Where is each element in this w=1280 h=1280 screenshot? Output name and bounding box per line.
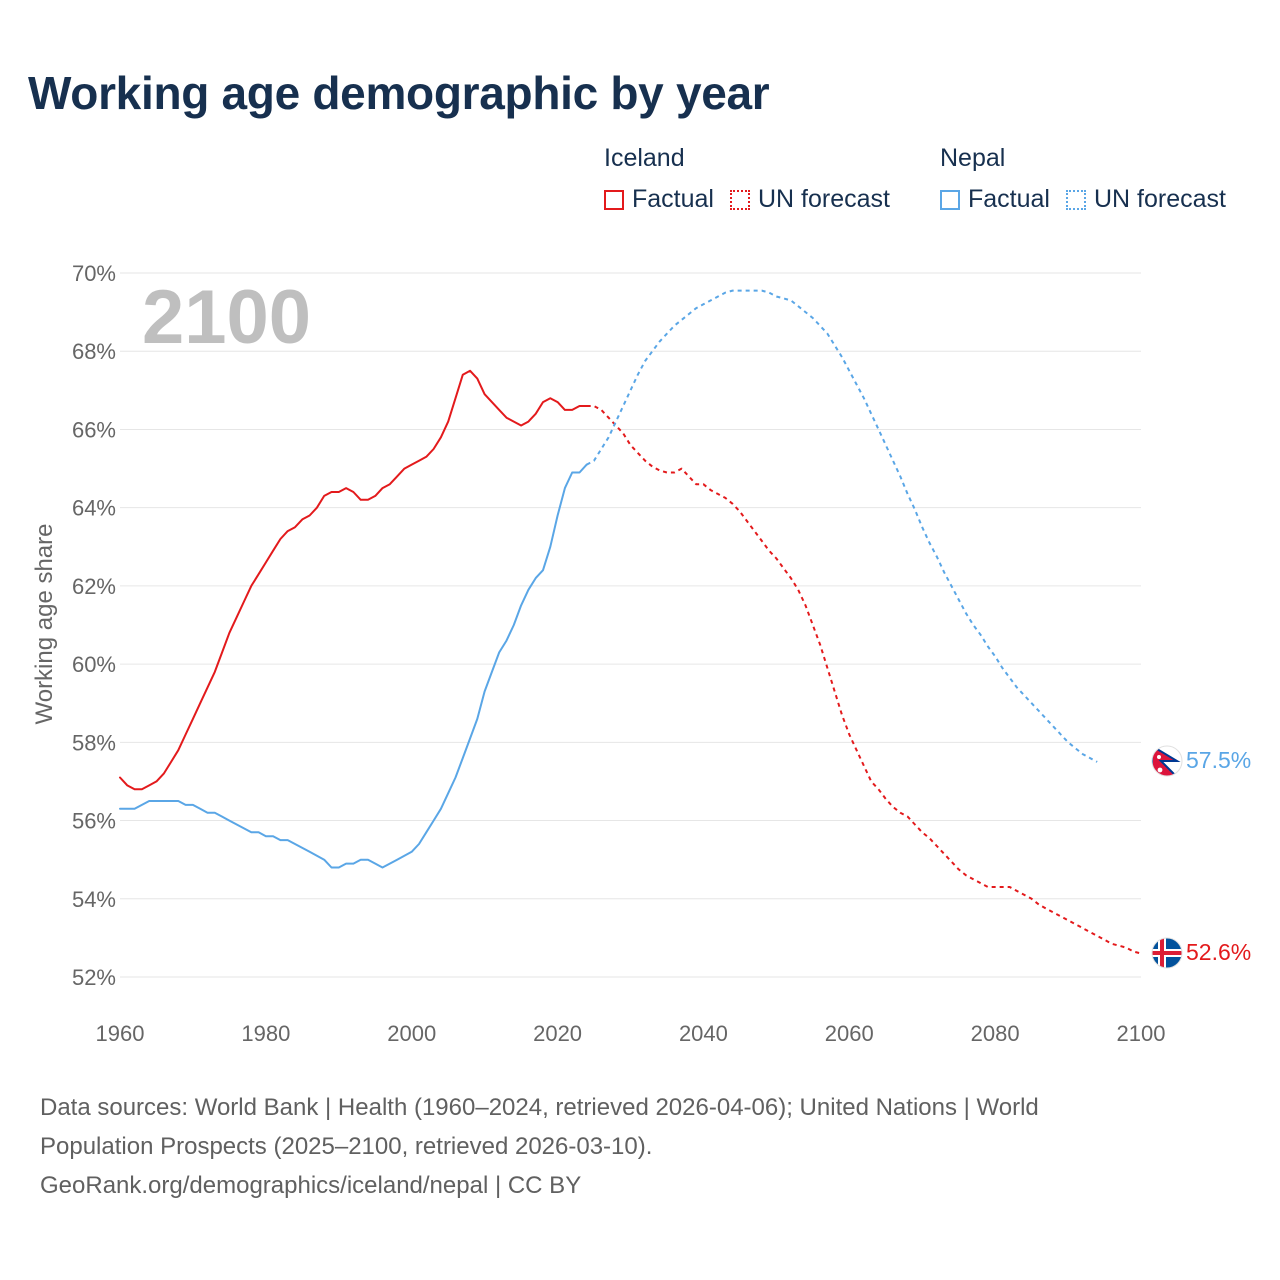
legend-swatch-solid (940, 189, 960, 210)
y-tick-label: 64% (72, 496, 116, 521)
y-tick-label: 58% (72, 730, 116, 755)
line-chart: 2100 52% 54% 56% 58% 60% 62% 64% 66% 68% 70% 1960… (31, 261, 1251, 1046)
y-axis-label: Working age share (31, 524, 58, 725)
iceland-flag-icon (1151, 937, 1183, 969)
source-line-2: Population Prospects (2025–2100, retriev… (40, 1133, 653, 1160)
legend-item-nepal-forecast[interactable]: UN forecast (1065, 185, 1226, 214)
source-line-1: Data sources: World Bank | Health (1960–… (40, 1094, 1039, 1121)
nepal-flag-icon (1151, 745, 1183, 777)
x-tick-label: 1960 (96, 1021, 145, 1046)
legend-label: UN forecast (1093, 185, 1226, 213)
footer: Data sources: World Bank | Health (1960–… (40, 1088, 1180, 1205)
y-tick-label: 62% (72, 574, 116, 599)
legend-item-iceland-forecast[interactable]: UN forecast (729, 185, 890, 214)
legend-group-name: Iceland (604, 144, 685, 172)
legend-label: Factual (632, 185, 714, 213)
y-tick-label: 54% (72, 887, 116, 912)
legend-item-nepal-factual[interactable]: Factual (940, 185, 1050, 214)
x-tick-label: 2020 (533, 1021, 582, 1046)
source-url[interactable]: GeoRank.org/demographics/iceland/nepal |… (40, 1172, 582, 1199)
legend-group-name: Nepal (940, 144, 1006, 172)
x-tick-label: 1980 (241, 1021, 290, 1046)
y-tick-label: 68% (72, 339, 116, 364)
nepal-end-label: 57.5% (1186, 747, 1251, 773)
legend-group-nepal: Nepal Factual UN forecast (940, 144, 1242, 214)
legend-label: UN forecast (757, 185, 890, 213)
x-axis-ticks: 1960 1980 2000 2020 2040 2060 2080 2100 (96, 1021, 1166, 1046)
series (119, 289, 1142, 955)
legend-swatch-dotted (729, 189, 750, 210)
x-tick-label: 2080 (971, 1021, 1020, 1046)
iceland-forecast-line[interactable] (586, 405, 1142, 955)
year-watermark: 2100 (142, 275, 311, 360)
iceland-factual-line[interactable] (119, 369, 588, 791)
chart-title: Working age demographic by year (28, 67, 770, 119)
x-tick-label: 2040 (679, 1021, 728, 1046)
grid (120, 272, 1141, 978)
legend-swatch-solid (604, 189, 624, 210)
y-tick-label: 56% (72, 809, 116, 834)
legend-group-iceland: Iceland Factual UN forecast (604, 144, 906, 214)
y-tick-label: 70% (72, 261, 116, 286)
y-tick-label: 52% (72, 965, 116, 990)
x-tick-label: 2000 (387, 1021, 436, 1046)
x-tick-label: 2060 (825, 1021, 874, 1046)
y-axis-ticks: 52% 54% 56% 58% 60% 62% 64% 66% 68% 70% (72, 261, 116, 990)
legend-item-iceland-factual[interactable]: Factual (604, 185, 714, 214)
legend-label: Factual (968, 185, 1050, 213)
iceland-end-label: 52.6% (1186, 939, 1251, 965)
y-tick-label: 60% (72, 652, 116, 677)
x-tick-label: 2100 (1117, 1021, 1166, 1046)
legend-swatch-dotted (1065, 189, 1086, 210)
nepal-factual-line[interactable] (119, 463, 588, 869)
nepal-forecast-line[interactable] (586, 289, 1098, 763)
y-tick-label: 66% (72, 417, 116, 442)
